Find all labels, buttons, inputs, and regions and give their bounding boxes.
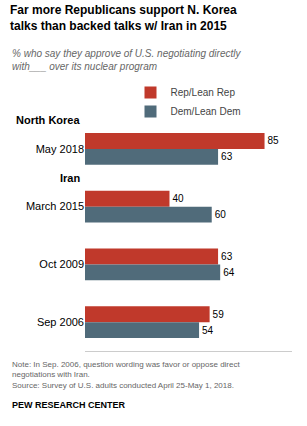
svg-text:Dem/Lean Dem: Dem/Lean Dem — [171, 106, 241, 117]
svg-text:Far more Republicans support N: Far more Republicans support N. Koreatal… — [10, 3, 237, 33]
svg-text:85: 85 — [268, 135, 280, 146]
svg-text:PEW RESEARCH CENTER: PEW RESEARCH CENTER — [12, 400, 126, 410]
svg-text:Rep/Lean Rep: Rep/Lean Rep — [171, 87, 236, 98]
svg-text:40: 40 — [172, 193, 184, 204]
svg-text:May 2018: May 2018 — [36, 143, 84, 155]
svg-text:Sep 2006: Sep 2006 — [37, 316, 84, 328]
svg-text:Iran: Iran — [60, 172, 80, 184]
svg-text:59: 59 — [213, 309, 225, 320]
svg-text:Oct 2009: Oct 2009 — [39, 258, 84, 270]
svg-text:% who say they approve of U.S.: % who say they approve of U.S. negotiati… — [12, 48, 241, 72]
svg-text:Note: In Sep. 2006, question w: Note: In Sep. 2006, question wording was… — [12, 360, 240, 390]
svg-text:64: 64 — [223, 267, 235, 278]
svg-text:60: 60 — [215, 209, 227, 220]
svg-text:North Korea: North Korea — [16, 114, 80, 126]
svg-text:March 2015: March 2015 — [26, 200, 84, 212]
svg-text:63: 63 — [221, 151, 233, 162]
svg-text:63: 63 — [221, 251, 233, 262]
svg-text:54: 54 — [202, 325, 214, 336]
